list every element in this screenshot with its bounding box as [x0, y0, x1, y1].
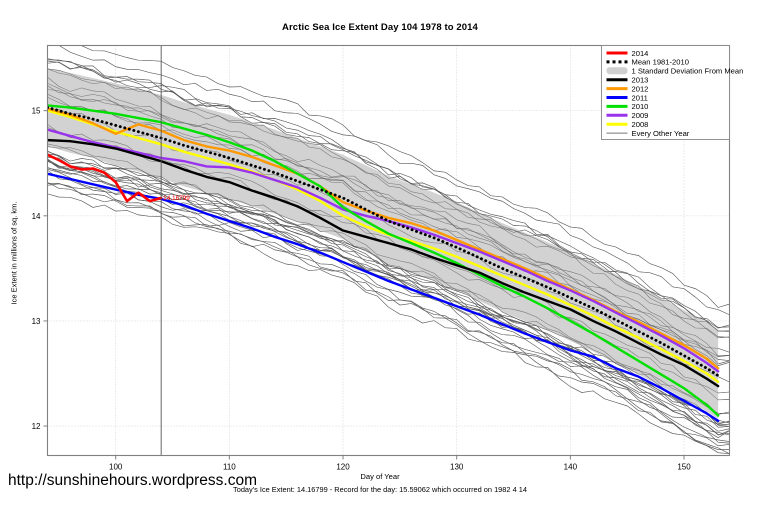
legend-item-2014[interactable]: 2014	[606, 49, 649, 58]
y-tick-label: 13	[32, 317, 41, 326]
legend-label: Mean 1981-2010	[632, 58, 689, 67]
legend-item-2013[interactable]: 2013	[606, 76, 649, 85]
legend-label: 2009	[632, 111, 649, 120]
legend-item-2010[interactable]: 2010	[606, 102, 649, 111]
legend-item-mean-1981-2010[interactable]: Mean 1981-2010	[606, 58, 689, 67]
x-axis-label: Day of Year	[360, 472, 400, 481]
legend-label: Every Other Year	[632, 129, 690, 138]
legend-item-2012[interactable]: 2012	[606, 84, 649, 93]
series-line-2014	[47, 153, 163, 203]
legend-item-2009[interactable]: 2009	[606, 111, 649, 120]
x-tick-label: 140	[564, 463, 578, 472]
y-tick-label: 15	[32, 107, 41, 116]
y-tick-label: 12	[32, 422, 41, 431]
legend-item-2008[interactable]: 2008	[606, 120, 649, 129]
legend-label: 2011	[632, 93, 648, 102]
legend-swatch	[606, 67, 628, 75]
legend-item-every-other-year[interactable]: Every Other Year	[606, 129, 690, 138]
legend-item-1-standard-deviation-from-mean[interactable]: 1 Standard Deviation From Mean	[606, 67, 744, 76]
legend-label: 1 Standard Deviation From Mean	[632, 67, 744, 76]
chart-title: Arctic Sea Ice Extent Day 104 1978 to 20…	[282, 22, 478, 33]
plot-frame	[46, 44, 731, 457]
x-tick-label: 100	[109, 463, 123, 472]
y-tick-label: 14	[32, 212, 41, 221]
x-tick-label: 110	[223, 463, 236, 472]
legend-label: 2014	[632, 49, 649, 58]
legend-label: 2010	[632, 102, 649, 111]
watermark-url: http://sunshinehours.wordpress.com	[8, 472, 257, 489]
today-value-annotation: 14.16799	[163, 195, 190, 202]
legend-label: 2013	[632, 76, 649, 85]
series-group: 14.16799	[47, 45, 730, 456]
footer-note: Today's Ice Extent: 14.16799 - Record fo…	[233, 485, 527, 494]
x-tick-label: 150	[677, 463, 691, 472]
x-tick-label: 130	[450, 463, 464, 472]
x-tick-label: 120	[336, 463, 350, 472]
legend-label: 2008	[632, 120, 649, 129]
legend-label: 2012	[632, 84, 649, 93]
legend-item-2011[interactable]: 2011	[606, 93, 648, 102]
